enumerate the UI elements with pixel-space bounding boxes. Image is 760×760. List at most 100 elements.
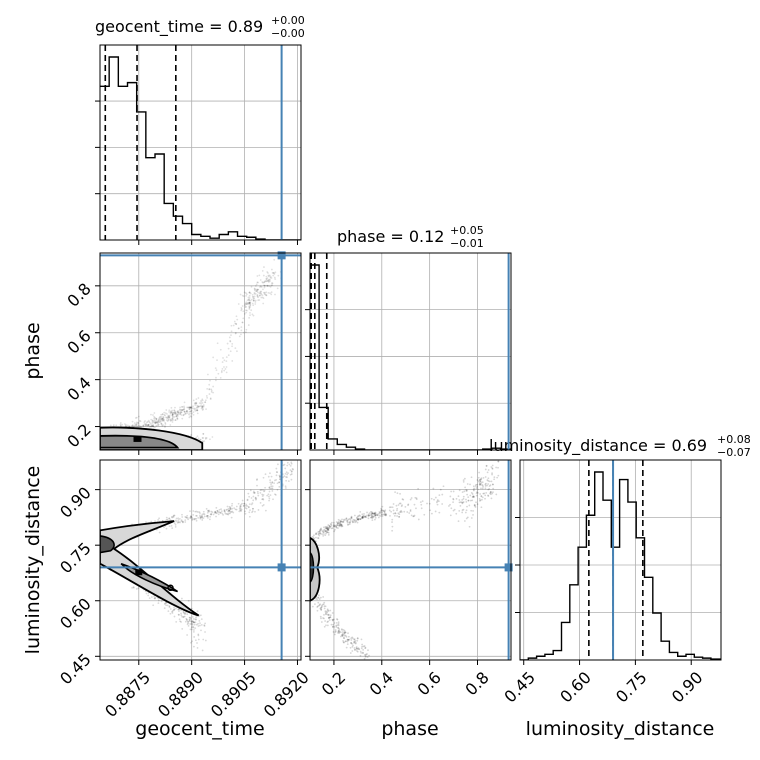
scatter-point — [258, 299, 261, 301]
scatter-point — [145, 423, 147, 426]
scatter-point — [317, 537, 319, 539]
scatter-point — [478, 481, 481, 484]
scatter-point — [487, 488, 490, 491]
scatter-point — [239, 506, 241, 508]
scatter-point — [223, 510, 226, 512]
scatter-point — [181, 615, 183, 618]
scatter-point — [352, 637, 354, 640]
scatter-point — [262, 297, 265, 300]
scatter-point — [158, 417, 161, 419]
scatter-point — [189, 406, 191, 409]
scatter-point — [175, 411, 177, 414]
scatter-point — [323, 526, 325, 529]
scatter-point — [489, 491, 492, 493]
scatter-point — [346, 638, 349, 641]
scatter-point — [473, 503, 476, 506]
scatter-point — [171, 612, 174, 614]
scatter-point — [185, 611, 187, 614]
scatter-point — [231, 510, 234, 513]
scatter-point — [317, 596, 319, 599]
scatter-point — [168, 605, 171, 608]
scatter-point — [227, 507, 230, 510]
scatter-point — [201, 399, 204, 402]
scatter-point — [173, 409, 176, 412]
density-layer — [100, 258, 500, 660]
scatter-point — [239, 509, 241, 512]
scatter-point — [153, 420, 156, 423]
scatter-point — [165, 416, 167, 419]
scatter-point — [490, 480, 493, 483]
scatter-point — [192, 618, 195, 620]
scatter-point — [487, 469, 490, 471]
scatter-point — [346, 638, 349, 641]
scatter-point — [263, 293, 266, 295]
scatter-point — [170, 411, 173, 414]
scatter-point — [363, 645, 366, 647]
scatter-point — [172, 411, 175, 414]
scatter-point — [248, 291, 251, 294]
scatter-point — [267, 274, 270, 277]
scatter-point — [352, 644, 354, 647]
scatter-point — [312, 536, 315, 539]
scatter-point — [133, 425, 136, 427]
scatter-point — [325, 624, 327, 627]
scatter-point — [188, 619, 191, 621]
scatter-point — [372, 515, 375, 518]
scatter-point — [267, 493, 270, 496]
scatter-point — [357, 517, 360, 520]
scatter-point — [156, 421, 158, 424]
scatter-point — [270, 282, 273, 284]
scatter-point — [152, 425, 155, 427]
scatter-point — [196, 610, 199, 613]
scatter-point — [430, 497, 433, 500]
scatter-point — [327, 620, 330, 623]
scatter-point — [255, 497, 258, 500]
scatter-point — [497, 460, 500, 463]
scatter-point — [286, 461, 289, 464]
scatter-point — [327, 613, 330, 616]
scatter-point — [264, 293, 267, 296]
scatter-point — [402, 498, 405, 501]
scatter-point — [194, 639, 197, 642]
marks-layer — [99, 44, 722, 661]
y-tick-label: 0.75 — [56, 539, 95, 578]
scatter-point — [379, 511, 382, 514]
scatter-point — [279, 478, 282, 481]
scatter-point — [288, 463, 291, 466]
scatter-point — [168, 416, 171, 419]
scatter-point — [167, 415, 170, 418]
scatter-point — [367, 649, 369, 652]
scatter-point — [337, 527, 339, 529]
scatter-point — [466, 483, 469, 485]
scatter-point — [173, 416, 176, 418]
scatter-point — [325, 610, 328, 613]
scatter-point — [354, 648, 356, 651]
scatter-point — [436, 503, 439, 506]
scatter-point — [219, 511, 222, 514]
scatter-point — [265, 275, 268, 278]
scatter-point — [161, 424, 164, 427]
scatter-point — [199, 438, 202, 441]
scatter-point — [347, 638, 350, 641]
scatter-point — [205, 395, 208, 397]
scatter-point — [393, 514, 396, 517]
scatter-point — [221, 368, 224, 370]
scatter-point — [479, 480, 482, 483]
scatter-point — [161, 413, 164, 416]
scatter-point — [340, 524, 343, 527]
scatter-point — [194, 621, 197, 624]
scatter-point — [315, 533, 318, 535]
scatter-point — [349, 517, 351, 520]
scatter-point — [352, 521, 355, 523]
scatter-point — [270, 293, 273, 296]
scatter-point — [480, 482, 483, 484]
scatter-point — [256, 294, 259, 297]
scatter-point — [489, 484, 492, 487]
scatter-point — [340, 520, 343, 523]
scatter-point — [254, 497, 257, 499]
scatter-point — [263, 266, 265, 268]
scatter-point — [161, 417, 164, 420]
scatter-point — [417, 487, 420, 490]
scatter-point — [137, 415, 140, 418]
scatter-point — [480, 495, 483, 498]
